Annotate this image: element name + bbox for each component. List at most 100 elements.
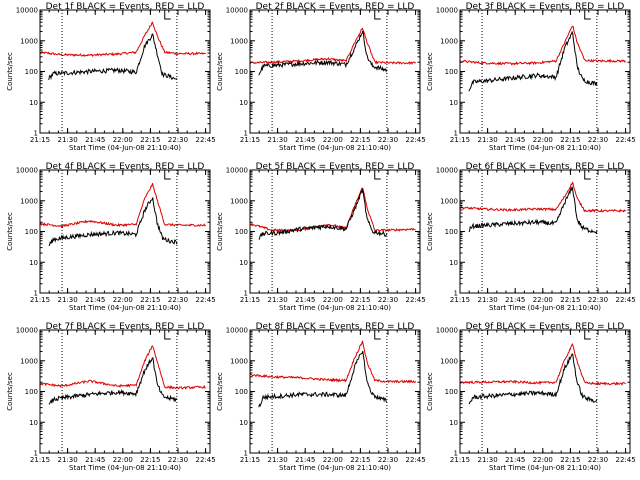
x-axis-label: Start Time (04-Jun-08 21:10:40)	[279, 304, 391, 312]
y-tick-label: 10	[449, 99, 458, 107]
x-axis-label: Start Time (04-Jun-08 21:10:40)	[279, 144, 391, 152]
detector-panel-5: Det 5f BLACK = Events, RED = LLD 1 10 100 10…	[216, 162, 426, 312]
detector-panel-8: Det 8f BLACK = Events, RED = LLD 1 10 100 10…	[216, 322, 426, 472]
y-axis-label: Counts/sec	[426, 372, 434, 411]
detector-panel-4: Det 4f BLACK = Events, RED = LLD 1 10 100 10…	[6, 162, 216, 312]
series-line-events	[48, 356, 177, 405]
y-tick-label: 100	[25, 388, 38, 396]
x-tick-label: 22:45	[615, 456, 635, 464]
x-tick-label: 22:30	[378, 136, 398, 144]
x-tick-label: 22:15	[560, 296, 580, 304]
series-line-events	[468, 353, 598, 405]
interval-bracket	[374, 10, 381, 20]
series-line-lld	[249, 340, 417, 384]
y-tick-label: 10	[29, 259, 38, 267]
x-axis-label: Start Time (04-Jun-08 21:10:40)	[489, 144, 601, 152]
x-tick-label: 22:30	[168, 456, 188, 464]
y-tick-label: 10	[449, 419, 458, 427]
series-line-lld	[249, 187, 416, 233]
x-tick-label: 22:15	[560, 456, 580, 464]
interval-bracket	[374, 330, 381, 340]
x-tick-label: 21:15	[240, 456, 260, 464]
x-tick-label: 21:45	[505, 296, 525, 304]
y-tick-label: 10000	[226, 7, 248, 15]
x-tick-label: 22:30	[378, 296, 398, 304]
x-tick-label: 22:00	[533, 456, 553, 464]
y-tick-label: 1	[454, 290, 458, 298]
y-tick-label: 10000	[436, 327, 458, 335]
plot-frame	[459, 329, 631, 454]
plot-frame	[39, 169, 211, 294]
x-tick-label: 22:15	[350, 296, 370, 304]
x-tick-label: 21:45	[85, 136, 105, 144]
y-tick-label: 100	[235, 68, 248, 76]
y-tick-label: 1	[34, 130, 38, 138]
x-tick-label: 21:30	[58, 456, 78, 464]
panel-title: Det 8f BLACK = Events, RED = LLD	[256, 322, 415, 332]
x-tick-label: 22:45	[615, 136, 635, 144]
y-tick-label: 100	[25, 228, 38, 236]
y-tick-label: 1000	[440, 197, 458, 205]
y-tick-label: 1000	[20, 197, 38, 205]
y-axis-label: Counts/sec	[6, 372, 14, 411]
y-tick-label: 10	[29, 419, 38, 427]
y-tick-label: 1	[454, 450, 458, 458]
x-tick-label: 21:15	[30, 296, 50, 304]
x-tick-label: 21:15	[450, 296, 470, 304]
detector-panel-2: Det 2f BLACK = Events, RED = LLD 1 10 100 10…	[216, 2, 426, 152]
x-tick-label: 21:30	[268, 456, 288, 464]
y-axis-label: Counts/sec	[216, 372, 224, 411]
detector-panel-7: Det 7f BLACK = Events, RED = LLD 1 10 100 10…	[6, 322, 216, 472]
x-tick-label: 21:30	[478, 296, 498, 304]
y-tick-label: 10000	[226, 327, 248, 335]
y-tick-label: 1	[34, 450, 38, 458]
x-tick-label: 22:15	[140, 296, 160, 304]
x-tick-label: 22:00	[533, 296, 553, 304]
y-axis-label: Counts/sec	[216, 212, 224, 251]
plot-frame	[459, 169, 631, 294]
interval-bracket	[164, 330, 171, 340]
interval-bracket	[164, 10, 171, 20]
plot-frame	[39, 329, 211, 454]
x-tick-label: 21:45	[505, 136, 525, 144]
y-tick-label: 10000	[226, 167, 248, 175]
interval-bracket	[374, 170, 381, 180]
x-axis-label: Start Time (04-Jun-08 21:10:40)	[279, 464, 391, 472]
y-tick-label: 100	[25, 68, 38, 76]
plot-frame	[459, 9, 631, 134]
y-tick-label: 10000	[16, 167, 38, 175]
detector-panel-3: Det 3f BLACK = Events, RED = LLD 1 10 100 10…	[426, 2, 636, 152]
x-axis-label: Start Time (04-Jun-08 21:10:40)	[69, 144, 181, 152]
y-tick-label: 1	[244, 290, 248, 298]
x-tick-label: 22:00	[113, 456, 133, 464]
series-line-lld	[459, 181, 626, 213]
series-line-lld	[249, 27, 417, 66]
y-axis-label: Counts/sec	[6, 52, 14, 91]
x-tick-label: 22:45	[405, 136, 425, 144]
x-tick-label: 22:15	[140, 136, 160, 144]
x-tick-label: 22:30	[588, 456, 608, 464]
series-line-events	[258, 351, 388, 408]
y-tick-label: 1000	[230, 197, 248, 205]
y-tick-label: 1000	[440, 357, 458, 365]
x-tick-label: 21:30	[58, 296, 78, 304]
x-tick-label: 22:45	[195, 136, 215, 144]
x-tick-label: 22:30	[378, 456, 398, 464]
y-axis-label: Counts/sec	[216, 52, 224, 91]
y-axis-label: Counts/sec	[426, 212, 434, 251]
interval-bracket	[584, 330, 591, 340]
x-tick-label: 22:45	[405, 296, 425, 304]
series-line-events	[468, 186, 598, 235]
x-tick-label: 22:30	[168, 296, 188, 304]
series-line-events	[48, 197, 178, 246]
series-line-lld	[39, 182, 206, 229]
panel-title: Det 4f BLACK = Events, RED = LLD	[46, 162, 205, 172]
x-axis-label: Start Time (04-Jun-08 21:10:40)	[489, 304, 601, 312]
y-tick-label: 1	[34, 290, 38, 298]
panel-title: Det 7f BLACK = Events, RED = LLD	[46, 322, 205, 332]
x-tick-label: 21:15	[450, 456, 470, 464]
x-tick-label: 22:00	[323, 296, 343, 304]
y-tick-label: 1000	[440, 37, 458, 45]
x-tick-label: 21:30	[268, 296, 288, 304]
x-tick-label: 21:30	[478, 136, 498, 144]
